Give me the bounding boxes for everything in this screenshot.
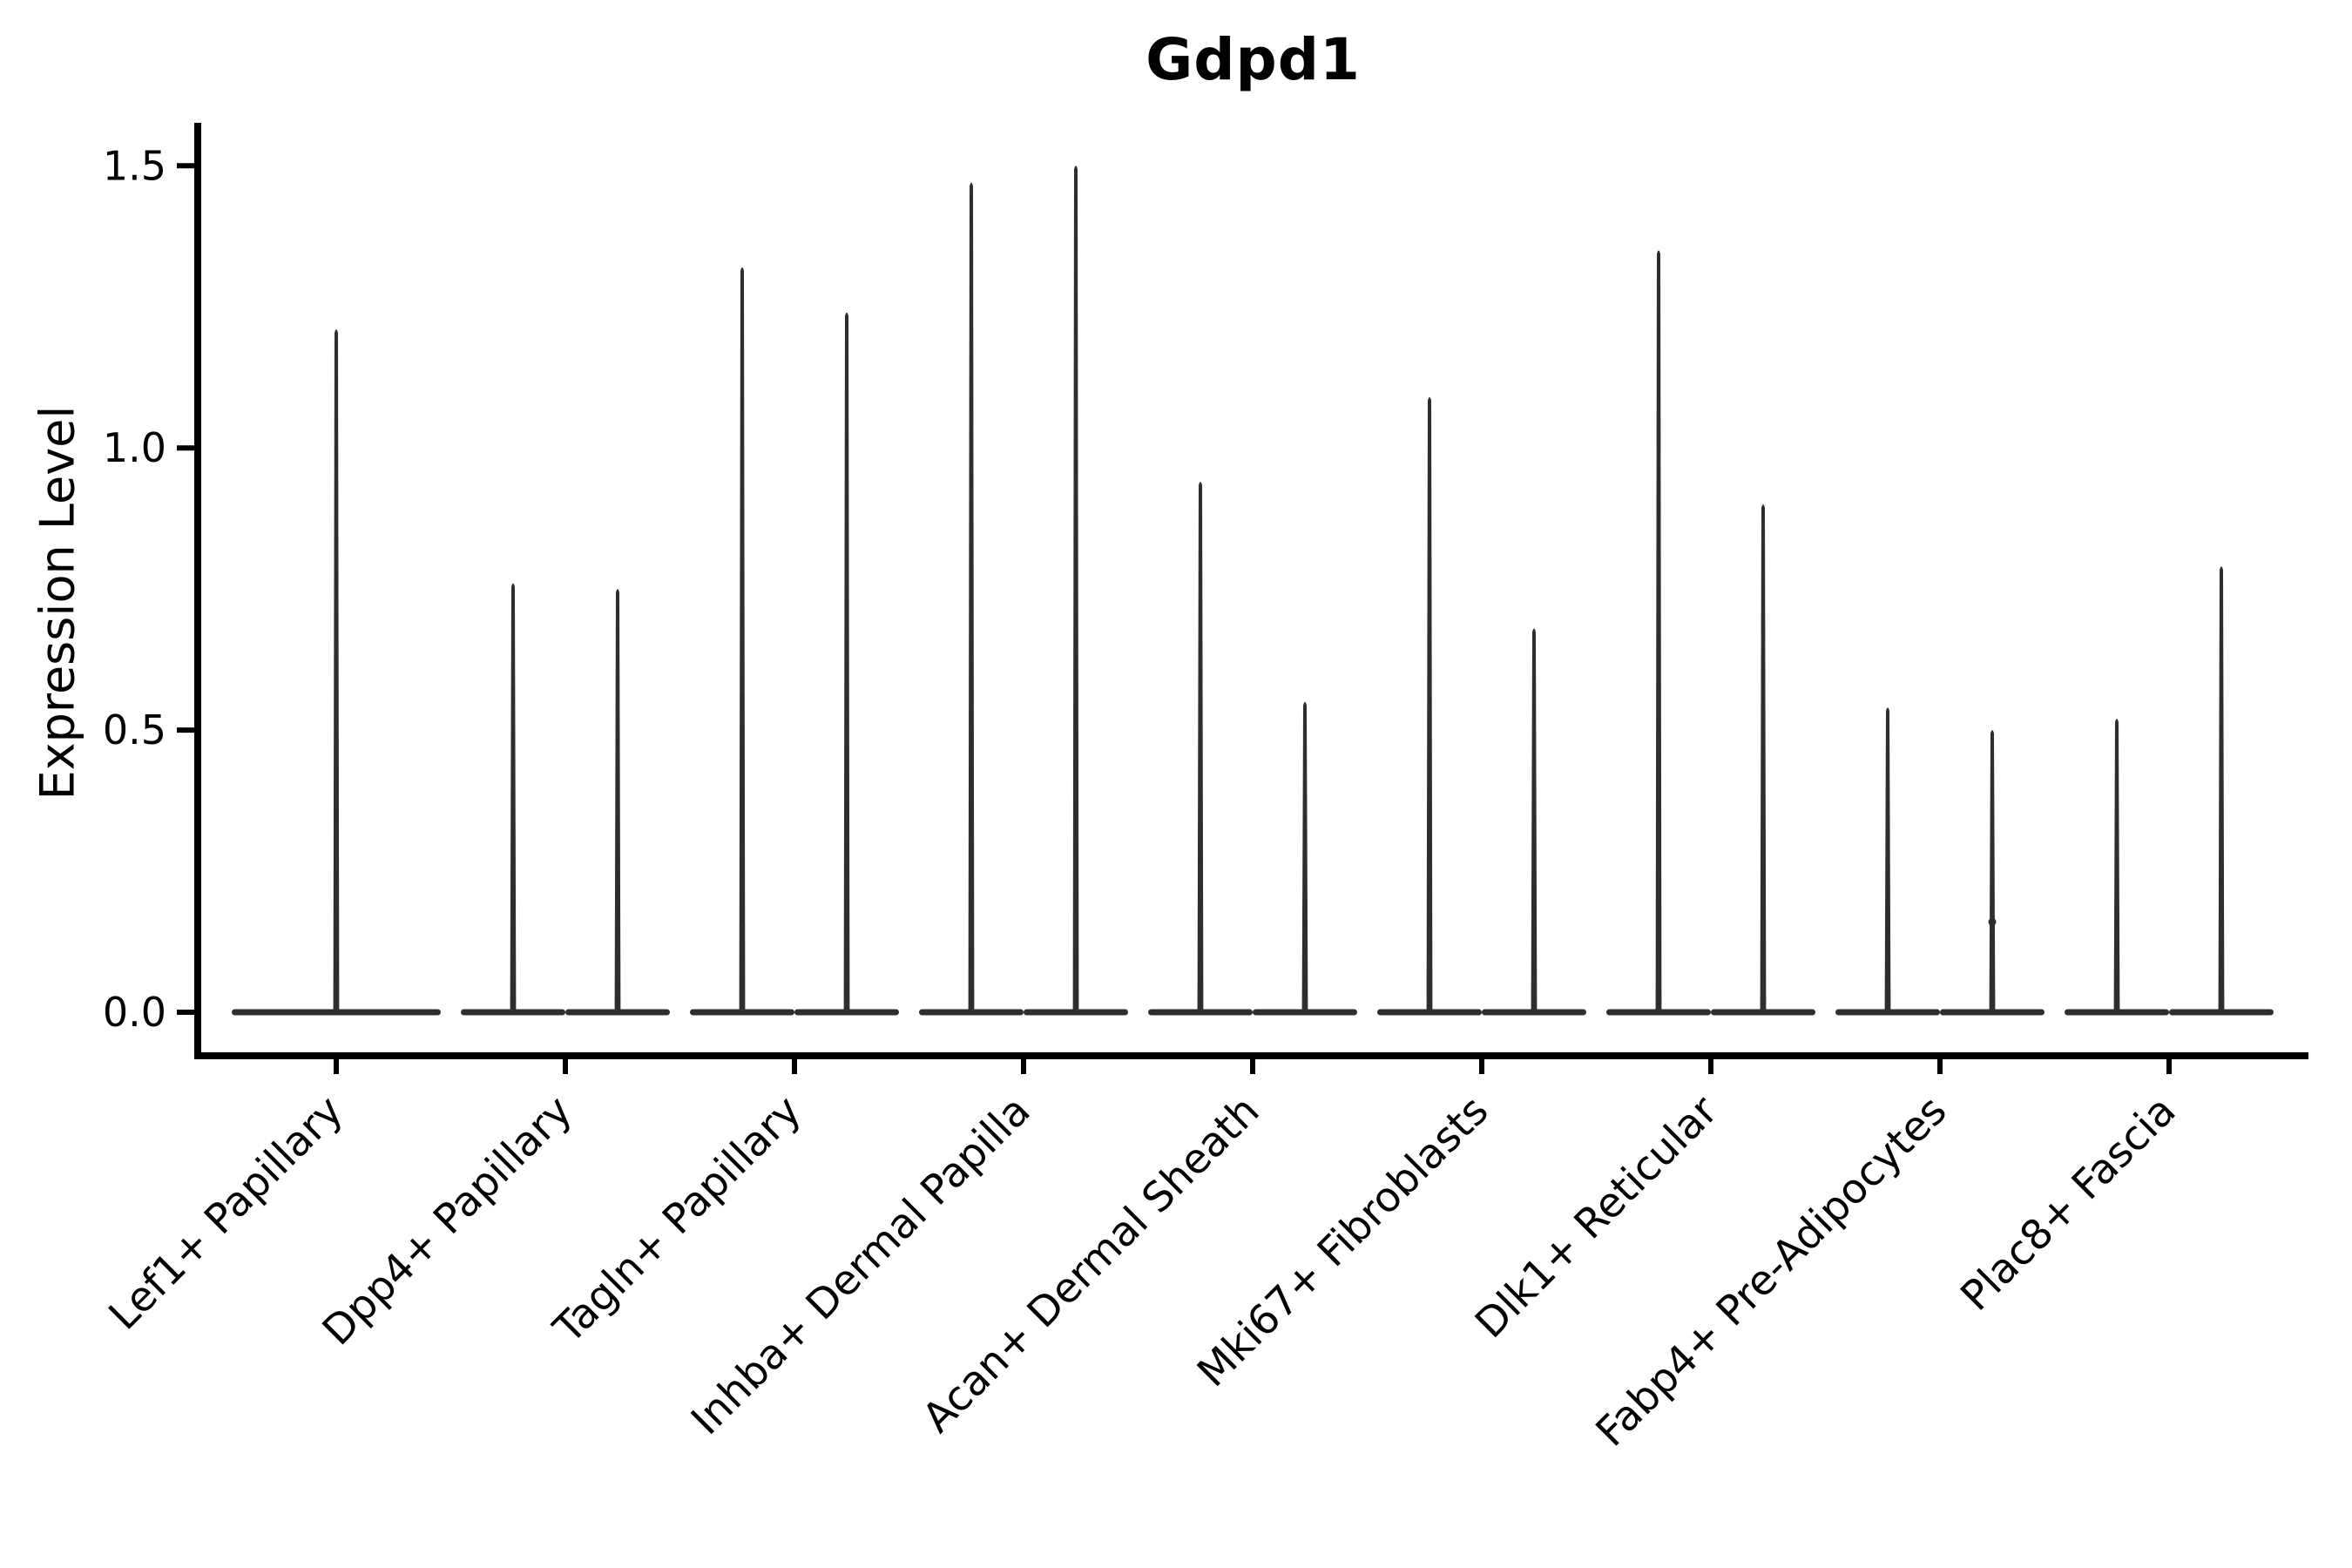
violin-base (1024, 1009, 1128, 1016)
x-category-label: Dpp4+ Papillary (314, 1087, 582, 1355)
violin-spike (739, 267, 746, 1011)
violin-spike (614, 589, 621, 1011)
violin-base (1377, 1009, 1482, 1016)
violin-base (461, 1009, 565, 1016)
violin-base (2065, 1009, 2169, 1016)
violin-spike (2218, 566, 2225, 1011)
violin-spike (1531, 628, 1538, 1011)
violin-spike (1301, 701, 1308, 1011)
violin-spike (1426, 396, 1433, 1011)
x-category-label: Tagln+ Papillary (544, 1087, 811, 1354)
violin-base (1253, 1009, 1357, 1016)
violin-base (1606, 1009, 1711, 1016)
violin-base (565, 1009, 670, 1016)
violin-spike (968, 182, 975, 1011)
violin-spike (333, 329, 340, 1011)
violin-spike (1072, 166, 1079, 1012)
y-tick-label: 0.0 (103, 989, 166, 1036)
violin-spike (1989, 730, 1996, 1011)
violin-spike (1884, 707, 1891, 1011)
violin-base (1148, 1009, 1253, 1016)
x-category-label: Plac8+ Fascia (1952, 1087, 2186, 1321)
violin-base (2169, 1009, 2274, 1016)
violin-base (919, 1009, 1024, 1016)
violin-spike (1655, 250, 1662, 1012)
violin-base (690, 1009, 794, 1016)
violin-base (1482, 1009, 1586, 1016)
violin-spike (843, 312, 850, 1011)
violin-spike (1760, 504, 1767, 1011)
y-tick-label: 1.5 (103, 142, 166, 189)
violin-base (1940, 1009, 2044, 1016)
violin-spike (2113, 719, 2120, 1011)
chart-title: Gdpd1 (1146, 26, 1361, 93)
violin-base (1711, 1009, 1815, 1016)
violin-spike (510, 583, 517, 1011)
violin-base (1835, 1009, 1940, 1016)
y-tick-label: 0.5 (103, 706, 166, 754)
violin-base (232, 1009, 441, 1016)
y-tick-label: 1.0 (103, 424, 166, 471)
x-category-label: Lef1+ Papillary (100, 1087, 353, 1340)
violin-spike (1197, 482, 1204, 1011)
x-category-label: Dlk1+ Reticular (1466, 1086, 1727, 1348)
violin-base (794, 1009, 899, 1016)
violin-density-dot (1988, 917, 1997, 926)
